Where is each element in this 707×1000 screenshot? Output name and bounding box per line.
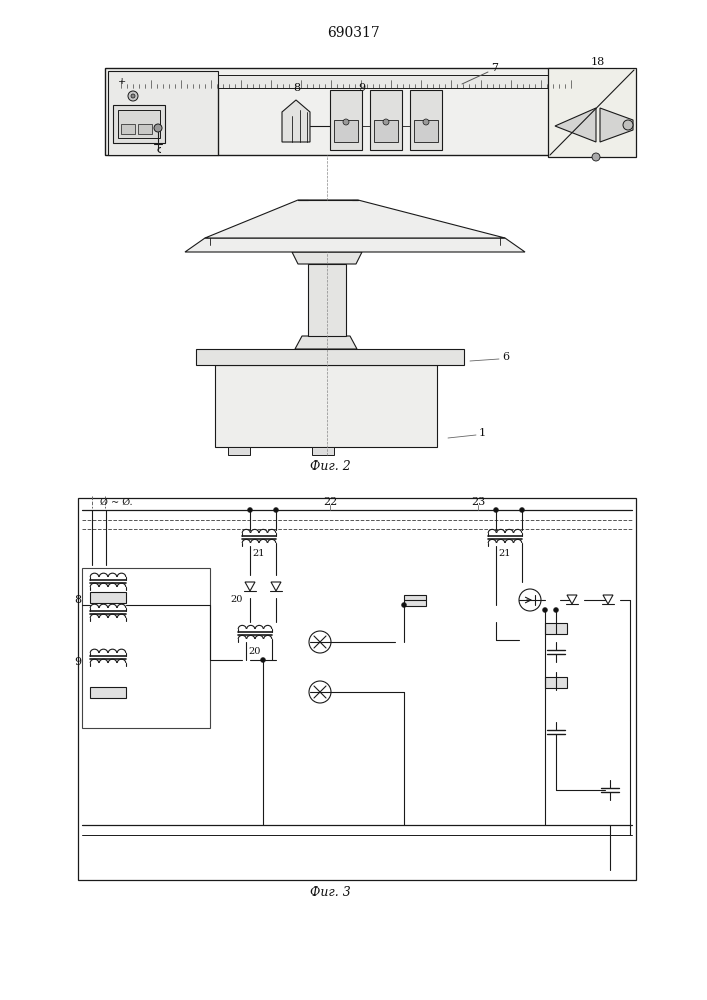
Bar [108, 71, 218, 155]
Text: 8: 8 [293, 83, 300, 93]
Text: 1: 1 [479, 428, 486, 438]
Text: +: + [118, 77, 126, 86]
Bar [545, 676, 567, 688]
Polygon shape [271, 582, 281, 591]
Polygon shape [245, 582, 255, 591]
Circle shape [131, 94, 135, 98]
Circle shape [519, 589, 541, 611]
Circle shape [493, 508, 498, 512]
Bar [414, 120, 438, 142]
Circle shape [274, 508, 279, 512]
Circle shape [309, 681, 331, 703]
Bar [330, 90, 362, 150]
Circle shape [623, 120, 633, 130]
Polygon shape [282, 100, 310, 142]
Bar [410, 90, 442, 150]
Bar [90, 591, 126, 602]
Bar [138, 124, 152, 134]
Bar [82, 568, 210, 728]
Polygon shape [185, 238, 525, 252]
Bar [374, 120, 398, 142]
Bar [105, 68, 593, 155]
Polygon shape [567, 595, 577, 604]
Bar [308, 264, 346, 336]
Circle shape [554, 607, 559, 612]
Polygon shape [600, 108, 633, 142]
Polygon shape [603, 595, 613, 604]
Bar [118, 110, 160, 138]
Circle shape [402, 602, 407, 607]
Circle shape [592, 153, 600, 161]
Circle shape [128, 91, 138, 101]
Text: 9: 9 [358, 83, 366, 93]
Circle shape [423, 119, 429, 125]
Circle shape [383, 119, 389, 125]
Polygon shape [205, 200, 505, 238]
Text: 20: 20 [230, 595, 243, 604]
Bar [196, 349, 464, 365]
Text: 690317: 690317 [327, 26, 380, 40]
Bar [548, 68, 636, 157]
Text: 21: 21 [252, 550, 265, 558]
Text: Фиг. 3: Фиг. 3 [310, 886, 351, 898]
Text: 8: 8 [74, 595, 81, 605]
Circle shape [309, 631, 331, 653]
Text: 23: 23 [471, 497, 485, 507]
Circle shape [260, 658, 266, 662]
Bar [113, 105, 165, 143]
Circle shape [154, 124, 162, 132]
Bar [545, 622, 567, 634]
Circle shape [520, 508, 525, 512]
Text: 6: 6 [503, 352, 510, 362]
Bar [215, 365, 437, 447]
Circle shape [542, 607, 547, 612]
Text: Ø ~ Ø.: Ø ~ Ø. [100, 497, 133, 506]
Text: 18: 18 [591, 57, 605, 67]
Bar [90, 686, 126, 698]
Circle shape [343, 119, 349, 125]
Polygon shape [292, 252, 362, 264]
Polygon shape [295, 336, 357, 349]
Bar [312, 447, 334, 455]
Bar [404, 594, 426, 605]
Circle shape [247, 508, 252, 512]
Bar [228, 447, 250, 455]
Text: 20: 20 [249, 648, 261, 656]
Text: 9: 9 [74, 657, 81, 667]
Bar [121, 124, 135, 134]
Text: 7: 7 [491, 63, 498, 73]
Polygon shape [555, 108, 596, 142]
Bar [370, 90, 402, 150]
Bar [78, 498, 636, 880]
Text: 21: 21 [498, 550, 511, 558]
Text: Фиг. 2: Фиг. 2 [310, 460, 351, 474]
Text: 22: 22 [323, 497, 337, 507]
Bar [334, 120, 358, 142]
Bar [118, 75, 580, 88]
